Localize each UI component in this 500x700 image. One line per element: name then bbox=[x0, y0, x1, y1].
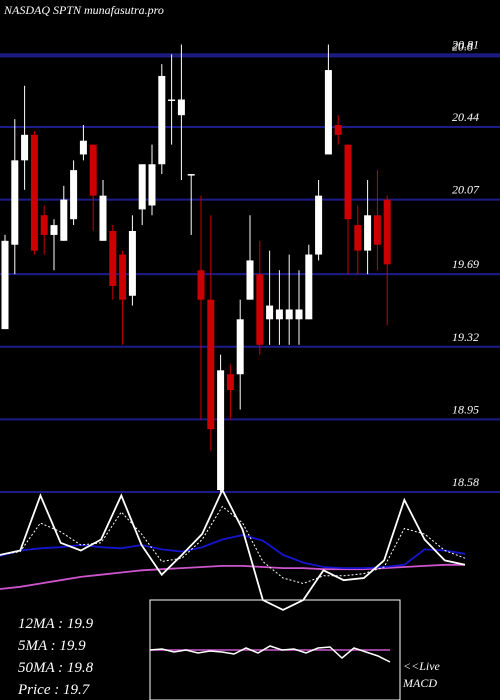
candle-body bbox=[11, 160, 19, 245]
candle-body bbox=[187, 174, 195, 176]
candle-body bbox=[40, 215, 48, 235]
candle-body bbox=[334, 125, 342, 135]
candle-body bbox=[285, 309, 293, 320]
candle-body bbox=[30, 134, 38, 251]
candle-body bbox=[305, 254, 313, 320]
y-tick-label: 18.58 bbox=[452, 475, 479, 489]
candle-body bbox=[89, 144, 97, 196]
candle-body bbox=[197, 270, 205, 300]
candle-body bbox=[148, 164, 156, 206]
y-tick-label: 19.69 bbox=[452, 257, 479, 271]
candle-body bbox=[344, 144, 352, 220]
candle-body bbox=[50, 225, 58, 235]
chart-title: NASDAQ SPTN munafasutra.pro bbox=[3, 3, 164, 17]
y-tick-label: 18.95 bbox=[452, 402, 479, 416]
candle-body bbox=[373, 215, 381, 245]
candle-body bbox=[266, 305, 274, 320]
candle-body bbox=[324, 70, 332, 155]
candle-body bbox=[315, 195, 323, 255]
candle-body bbox=[119, 254, 127, 300]
candle-body bbox=[70, 170, 78, 220]
candle-body bbox=[364, 215, 372, 251]
candle-body bbox=[275, 309, 283, 320]
y-tick-label: 20.8 bbox=[452, 39, 473, 53]
ma-label: 12MA : 19.9 bbox=[18, 616, 94, 632]
y-tick-label: 20.07 bbox=[452, 183, 480, 197]
candle-body bbox=[295, 309, 303, 320]
candle-body bbox=[226, 374, 234, 390]
candle-body bbox=[246, 260, 254, 300]
candle-body bbox=[158, 75, 166, 165]
indicator-line bbox=[0, 563, 465, 590]
price-label: Price : 19.7 bbox=[17, 682, 91, 698]
candle-body bbox=[168, 99, 176, 101]
candle-body bbox=[21, 134, 29, 161]
macd-label: MACD bbox=[402, 676, 437, 690]
candle-body bbox=[177, 99, 185, 116]
candle-body bbox=[383, 199, 391, 265]
candle-body bbox=[79, 140, 87, 155]
live-label: <<Live bbox=[403, 659, 441, 673]
candle-body bbox=[217, 370, 225, 491]
y-tick-label: 20.81 bbox=[452, 37, 479, 51]
y-tick-label: 20.44 bbox=[452, 110, 479, 124]
candle-body bbox=[236, 319, 244, 375]
indicator-line bbox=[0, 534, 466, 569]
y-tick-label: 19.32 bbox=[452, 330, 479, 344]
candle-body bbox=[60, 199, 68, 241]
candle-body bbox=[138, 164, 146, 210]
indicator-line bbox=[0, 505, 466, 585]
ma-label: 5MA : 19.9 bbox=[18, 638, 86, 654]
candle-body bbox=[109, 230, 117, 286]
candle-body bbox=[207, 299, 215, 430]
indicator-line bbox=[0, 487, 466, 611]
macd-line bbox=[149, 645, 391, 663]
ma-label: 50MA : 19.8 bbox=[18, 660, 94, 676]
candle-body bbox=[1, 240, 9, 330]
candle-body bbox=[99, 195, 107, 241]
candle-body bbox=[256, 274, 264, 345]
candle-body bbox=[354, 225, 362, 251]
candle-body bbox=[128, 230, 136, 296]
